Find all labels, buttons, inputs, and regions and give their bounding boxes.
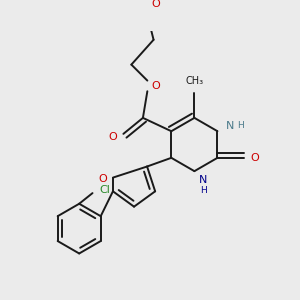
Text: O: O [108, 132, 117, 142]
Text: O: O [152, 81, 161, 91]
Text: CH₃: CH₃ [185, 76, 203, 85]
Text: H: H [237, 122, 244, 130]
Text: O: O [250, 153, 259, 163]
Text: H: H [200, 186, 207, 195]
Text: O: O [98, 174, 106, 184]
Text: O: O [151, 0, 160, 9]
Text: N: N [226, 121, 234, 131]
Text: Cl: Cl [100, 184, 110, 195]
Text: N: N [199, 175, 208, 185]
